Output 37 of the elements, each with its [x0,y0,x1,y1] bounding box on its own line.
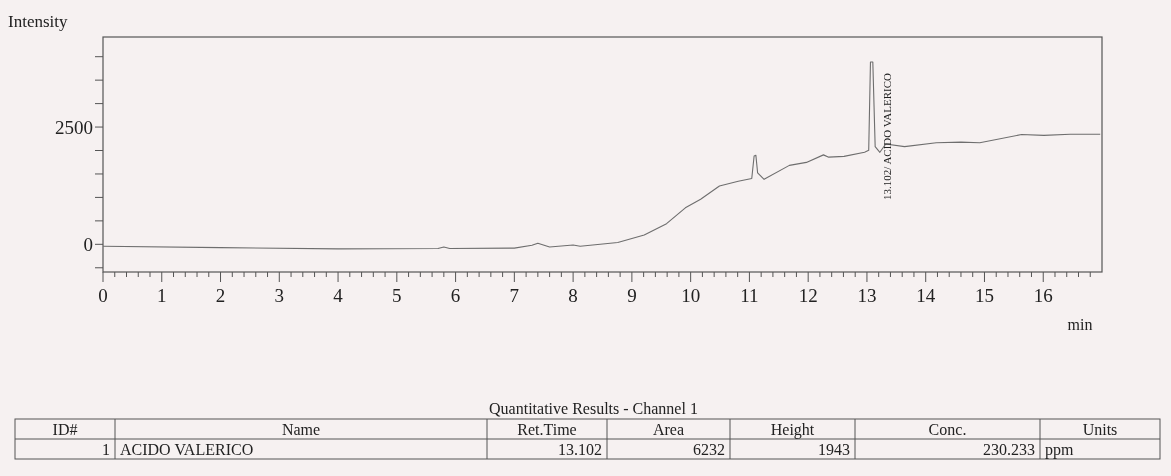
x-tick-label: 4 [333,285,344,306]
x-tick-label: 15 [974,285,994,306]
text: Conc. [928,421,967,438]
x-tick-label: 7 [509,285,520,306]
x-tick-label: 6 [450,285,461,306]
x-tick-label: 12 [798,285,818,306]
x-tick-label: 9 [627,285,637,306]
text: Height [770,421,815,439]
text: ppm [1045,441,1074,459]
text: ACIDO VALERICO [120,441,254,458]
x-tick-label: 2 [215,285,226,306]
x-tick-label: 1 [157,285,167,306]
text: Quantitative Results - Channel 1 [489,400,698,417]
x-tick-label: 8 [568,285,578,306]
x-tick-label: 16 [1033,285,1053,306]
text: Units [1082,421,1118,438]
text: Name [281,421,321,438]
x-tick-label: 10 [681,285,701,306]
text: 230.233 [983,441,1035,458]
text: Ret.Time [517,421,577,438]
x-tick-label: 13 [857,285,877,306]
x-tick-label: 5 [392,285,402,306]
text: 1943 [818,441,850,458]
text: 1 [102,441,110,458]
x-tick-label: 14 [916,285,936,306]
x-tick-label: 0 [98,285,108,306]
text: 13.102 [558,441,602,458]
x-axis-title: min [1067,316,1093,333]
y-axis-title: Intensity [8,12,68,31]
text: 6232 [693,441,725,458]
x-tick-label: 11 [740,285,759,306]
y-tick-label: 2500 [55,116,93,138]
text: Area [652,421,685,438]
text: ID# [52,421,78,438]
annotation: 13.102/ ACIDO VALERICO [880,72,893,201]
line-series [102,61,1101,250]
x-tick-label: 3 [274,285,285,306]
